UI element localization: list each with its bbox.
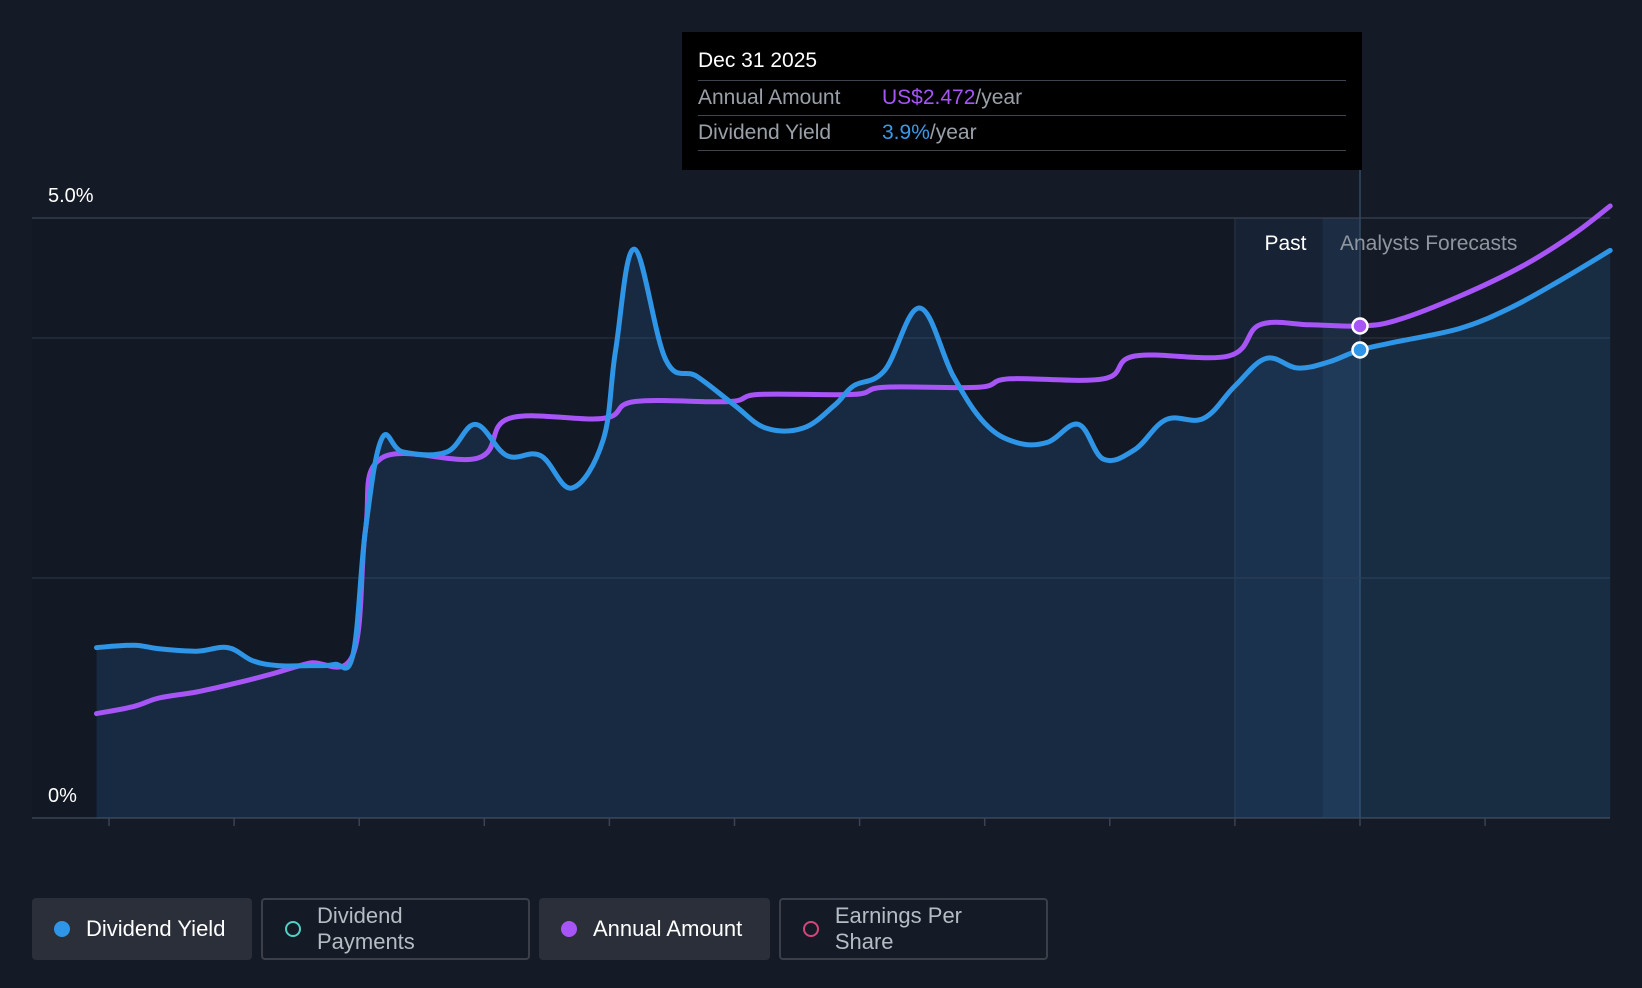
tooltip-yield-row: Dividend Yield 3.9% /year <box>698 116 1346 151</box>
tooltip-annual-value: US$2.472 <box>882 86 976 109</box>
legend-earnings-per-share-button[interactable]: Earnings Per Share <box>779 898 1048 960</box>
past-shade <box>32 218 1235 818</box>
recent-highlight-shade <box>1322 218 1360 818</box>
tooltip-annual-label: Annual Amount <box>698 86 841 109</box>
legend: Dividend Yield Dividend Payments Annual … <box>32 898 1048 960</box>
tooltip-yield-label: Dividend Yield <box>698 121 832 144</box>
y-tick-label: 0% <box>48 785 77 807</box>
annual-amount-dot-icon <box>561 921 577 937</box>
annual-amount-marker <box>1351 317 1369 335</box>
y-tick-label: 5.0% <box>48 185 94 207</box>
dividend-payments-ring-icon <box>285 921 301 937</box>
tooltip-annual-unit: /year <box>975 86 1023 109</box>
past-region-label: Past <box>1264 232 1306 255</box>
dividend-yield-dot-icon <box>54 921 70 937</box>
tooltip-yield-value: 3.9% <box>882 121 930 144</box>
recent-shade <box>1234 218 1323 818</box>
dividend-yield-marker <box>1351 341 1369 359</box>
tooltip-annual-row: Annual Amount US$2.472 /year <box>698 81 1346 116</box>
legend-label: Dividend Payments <box>316 903 415 954</box>
legend-label: Earnings Per Share <box>834 903 963 954</box>
earnings-per-share-ring-icon <box>803 921 819 937</box>
dividend-chart: 0%5.0%2016201720182019202020212022202320… <box>32 170 1613 826</box>
tooltip-yield-unit: /year <box>929 121 977 144</box>
dividend-yield-line <box>93 246 1613 671</box>
legend-label: Annual Amount <box>593 916 743 941</box>
legend-dividend-yield-button[interactable]: Dividend Yield <box>32 898 252 960</box>
legend-annual-amount-button[interactable]: Annual Amount <box>539 898 770 960</box>
legend-label: Dividend Yield <box>86 916 226 941</box>
forecast-region-label: Analysts Forecasts <box>1340 232 1517 255</box>
tooltip-date: Dec 31 2025 <box>698 46 1346 81</box>
tooltip: Dec 31 2025 Annual Amount US$2.472 /year… <box>682 32 1362 170</box>
legend-dividend-payments-button[interactable]: Dividend Payments <box>261 898 530 960</box>
